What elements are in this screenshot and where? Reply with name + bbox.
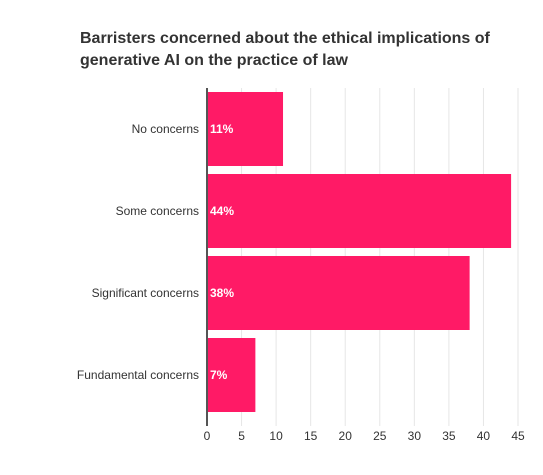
bar-fundamental-concerns xyxy=(207,338,256,412)
data-label-fundamental-concerns: 7% xyxy=(210,368,228,382)
x-tick-label-0: 0 xyxy=(204,429,211,443)
category-label-significant-concerns: Significant concerns xyxy=(92,286,199,300)
chart-title: Barristers concerned about the ethical i… xyxy=(80,30,490,69)
bar-significant-concerns xyxy=(207,256,470,330)
x-tick-label-20: 20 xyxy=(339,429,353,443)
data-label-significant-concerns: 38% xyxy=(210,286,234,300)
bar-some-concerns xyxy=(207,174,512,248)
bars xyxy=(207,92,512,412)
x-tick-label-40: 40 xyxy=(477,429,491,443)
data-label-no-concerns: 11% xyxy=(210,122,234,136)
x-tick-label-30: 30 xyxy=(408,429,422,443)
labels: 0 5 10 15 20 25 30 35 40 45 No concerns 11% Some con… xyxy=(77,122,525,443)
x-tick-label-35: 35 xyxy=(442,429,456,443)
x-tick-label-5: 5 xyxy=(238,429,245,443)
category-label-some-concerns: Some concerns xyxy=(116,204,199,218)
x-tick-label-15: 15 xyxy=(304,429,318,443)
bar-no-concerns xyxy=(207,92,284,166)
x-tick-label-10: 10 xyxy=(269,429,283,443)
x-tick-label-45: 45 xyxy=(511,429,525,443)
data-label-some-concerns: 44% xyxy=(210,204,234,218)
category-label-no-concerns: No concerns xyxy=(132,122,199,136)
x-tick-label-25: 25 xyxy=(373,429,387,443)
category-label-fundamental-concerns: Fundamental concerns xyxy=(77,368,199,382)
